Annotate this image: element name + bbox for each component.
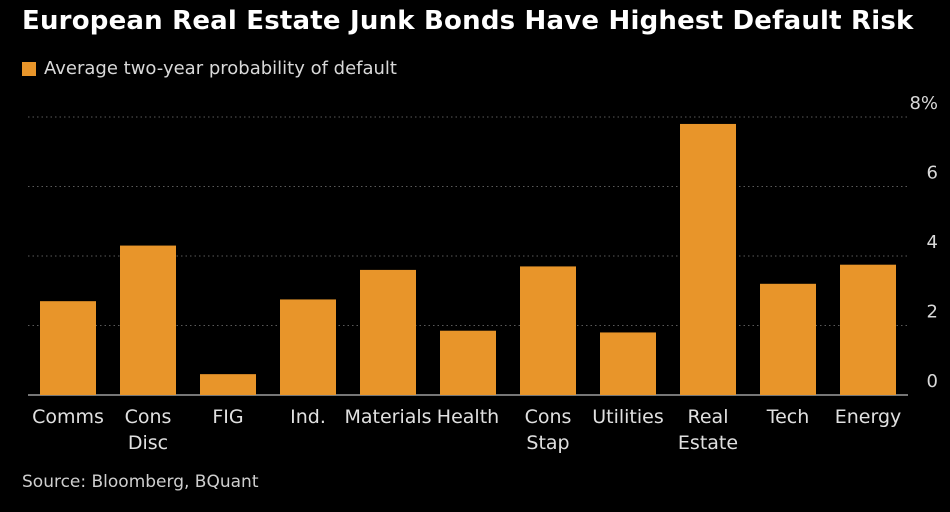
- source-note: Source: Bloomberg, BQuant: [22, 472, 259, 492]
- legend: Average two-year probability of default: [22, 58, 397, 79]
- x-tick-label: Cons: [125, 406, 172, 428]
- y-tick-label: 8%: [909, 93, 938, 114]
- x-tick-label: Real: [688, 406, 729, 428]
- x-tick-label: Comms: [32, 406, 104, 428]
- legend-label: Average two-year probability of default: [44, 58, 397, 79]
- x-tick-label: Tech: [766, 406, 810, 428]
- x-tick-label: FIG: [212, 406, 243, 428]
- x-tick-label: Stap: [526, 432, 569, 454]
- x-tick-label: Health: [437, 406, 499, 428]
- y-tick-label: 6: [927, 163, 938, 184]
- bar: [840, 264, 896, 395]
- bar: [200, 374, 256, 395]
- x-tick-label: Utilities: [592, 406, 664, 428]
- y-tick-label: 2: [927, 302, 938, 323]
- x-tick-label: Ind.: [290, 406, 326, 428]
- x-tick-label: Energy: [835, 406, 902, 428]
- x-tick-label: Cons: [525, 406, 572, 428]
- bar: [760, 283, 816, 395]
- bar: [520, 266, 576, 395]
- legend-swatch: [22, 61, 36, 76]
- bar: [360, 269, 416, 395]
- x-tick-label: Estate: [678, 432, 738, 454]
- x-tick-label: Disc: [128, 432, 168, 454]
- bar: [680, 123, 736, 395]
- bar: [280, 299, 336, 395]
- bar: [440, 330, 496, 395]
- chart-title: European Real Estate Junk Bonds Have Hig…: [22, 6, 914, 36]
- x-tick-label: Materials: [344, 406, 431, 428]
- bar: [120, 245, 176, 395]
- bar: [40, 301, 96, 395]
- bar: [600, 332, 656, 395]
- y-tick-label: 4: [927, 232, 938, 253]
- y-tick-label: 0: [927, 371, 938, 392]
